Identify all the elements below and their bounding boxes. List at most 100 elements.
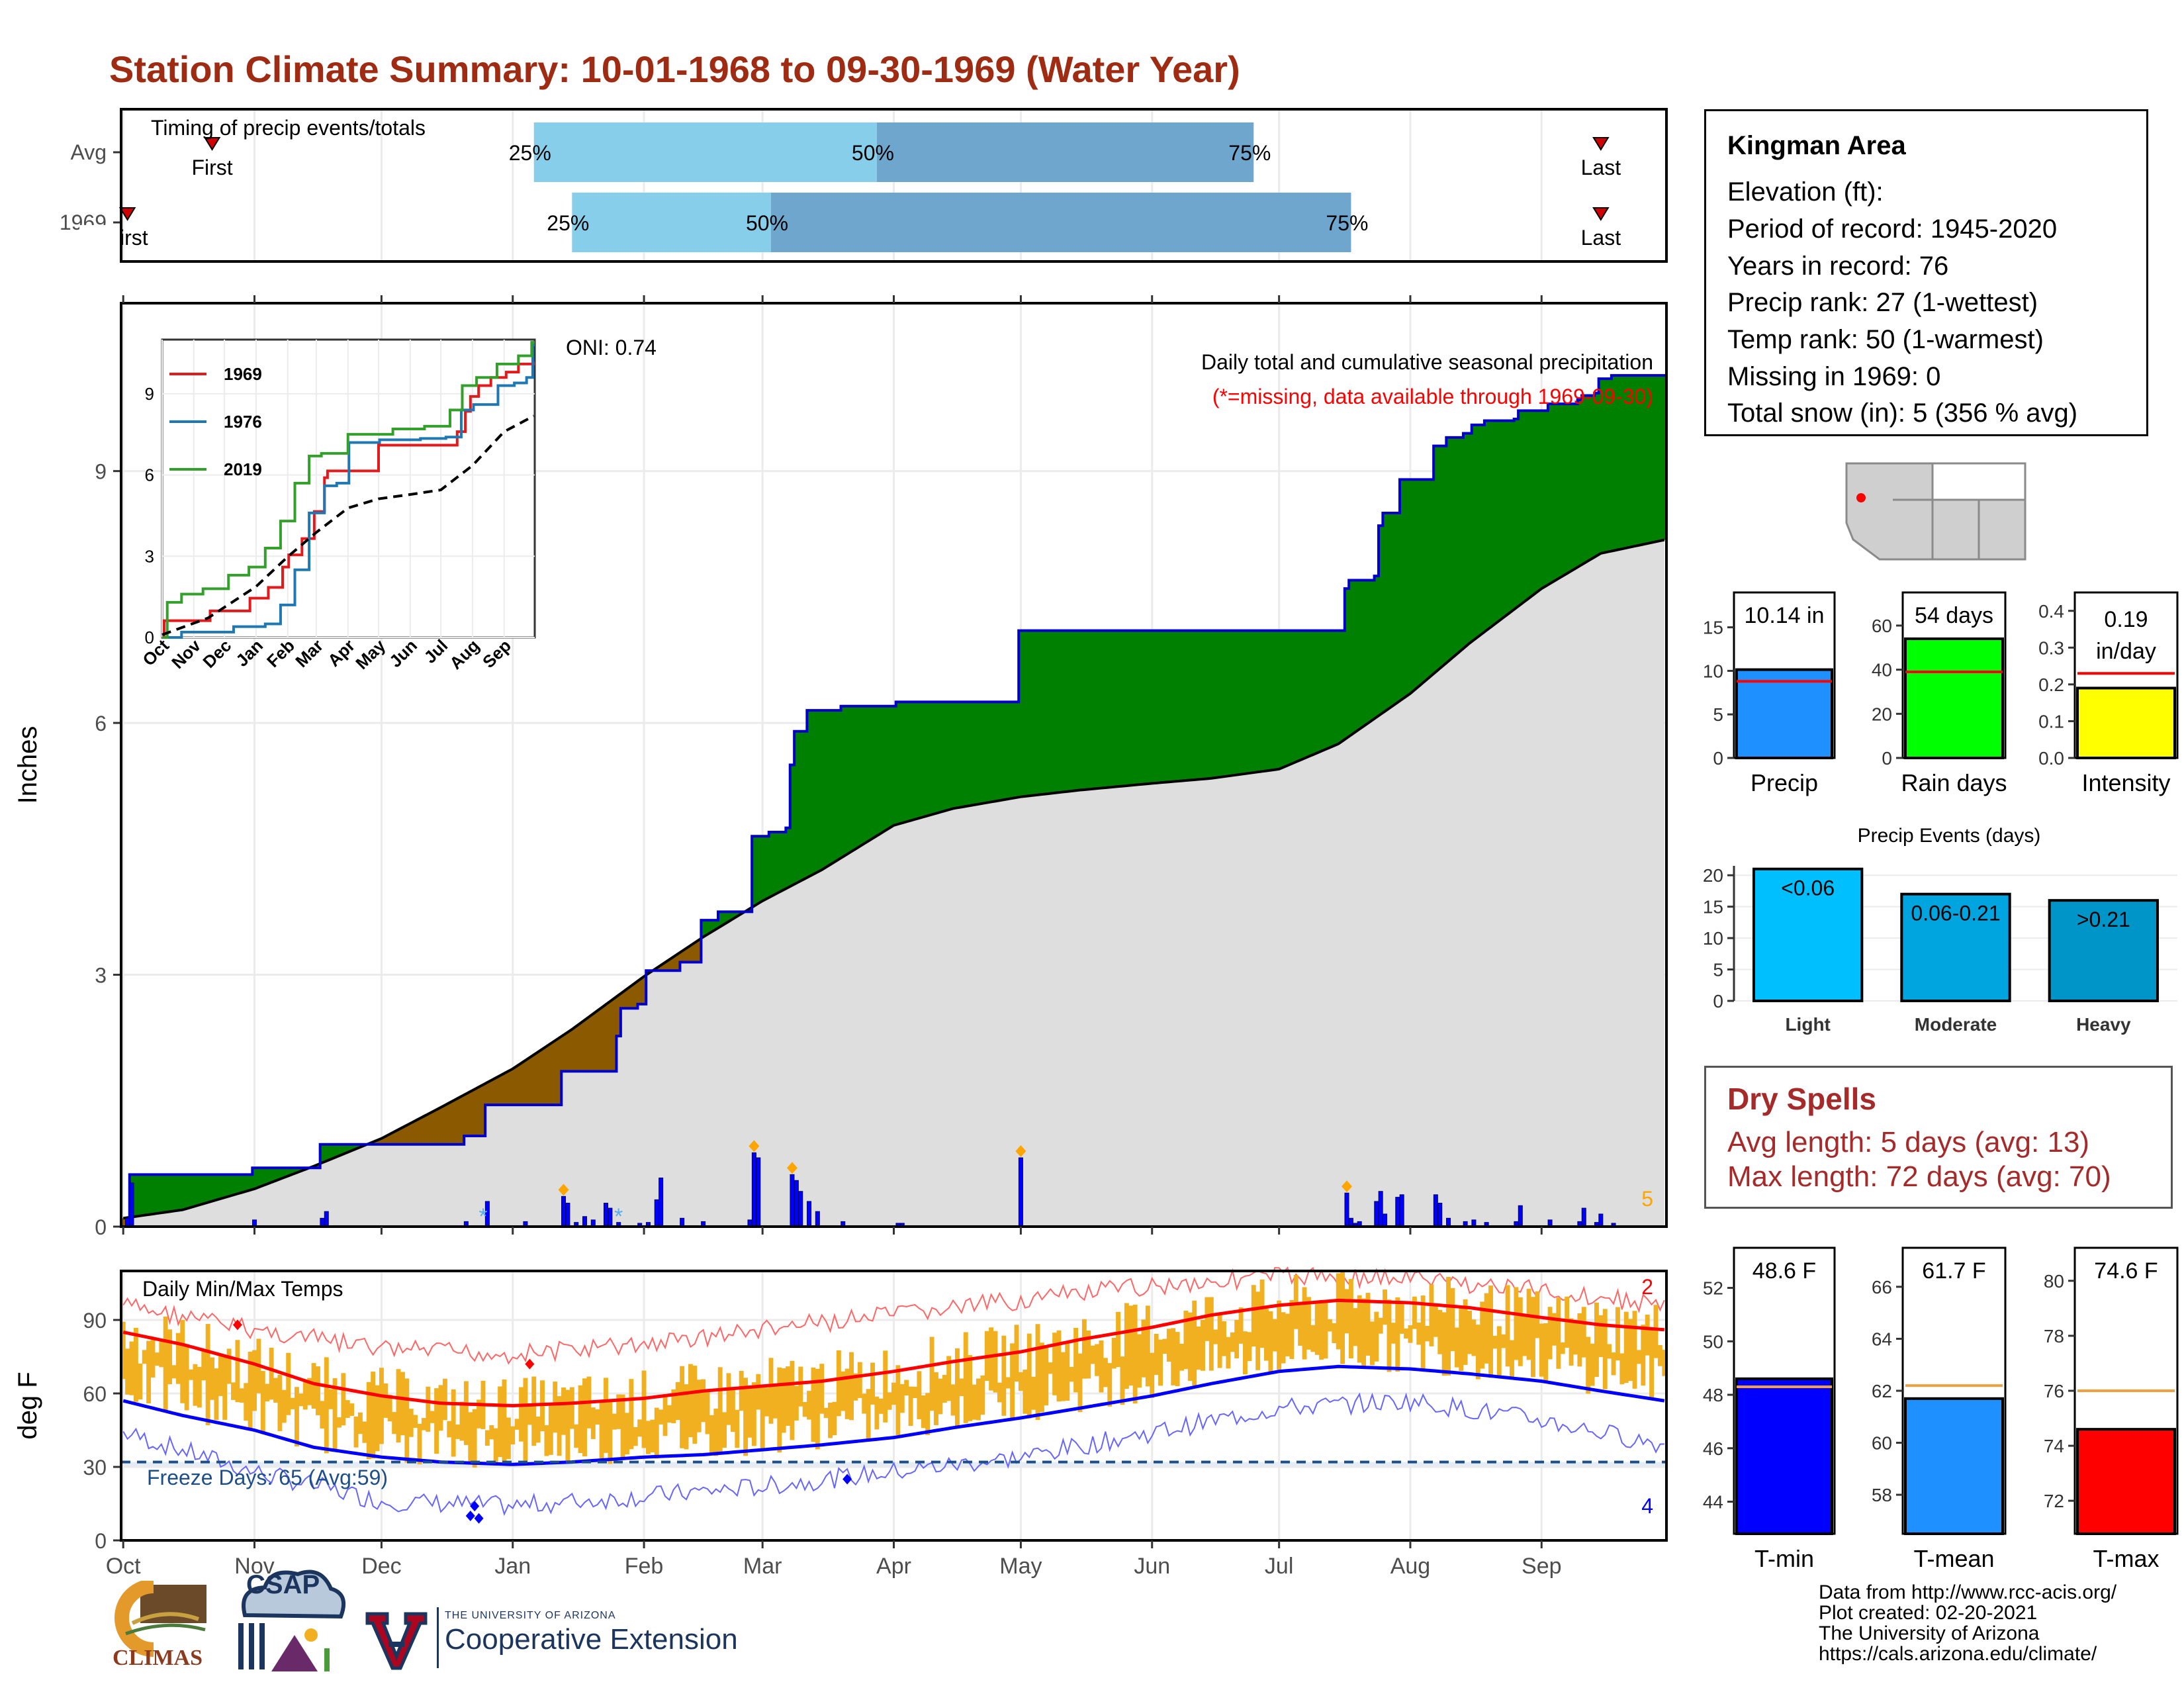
above-average-fill xyxy=(815,710,820,872)
daily-temp-bar xyxy=(1433,1305,1438,1337)
above-average-fill xyxy=(222,1174,228,1197)
daily-temp-bar xyxy=(1120,1356,1125,1405)
daily-temp-bar xyxy=(1552,1313,1557,1346)
above-average-fill xyxy=(1213,630,1218,778)
above-average-fill xyxy=(908,702,913,821)
daily-temp-bar xyxy=(1496,1326,1502,1378)
x-tick-label: Jul xyxy=(1265,1554,1293,1579)
below-average-fill xyxy=(675,954,680,971)
daily-temp-bar xyxy=(629,1379,634,1450)
timing-panel-frame xyxy=(120,108,1668,263)
above-average-fill xyxy=(938,702,943,812)
above-average-fill xyxy=(713,920,719,929)
below-average-fill xyxy=(629,986,634,1009)
daily-temp-bar xyxy=(908,1386,913,1427)
below-average-fill xyxy=(506,1071,511,1105)
above-average-fill xyxy=(265,1168,270,1184)
dry-spells-title: Dry Spells xyxy=(1727,1082,1876,1116)
daily-temp-bar xyxy=(692,1366,698,1444)
daily-temp-bar xyxy=(1217,1314,1222,1368)
daily-temp-bar xyxy=(205,1324,210,1425)
y-tick-label: 10 xyxy=(1703,928,1723,949)
daily-temp-bar xyxy=(895,1365,901,1435)
first-event-marker xyxy=(118,207,136,221)
above-average-fill xyxy=(1039,630,1044,795)
dry-spells-max: Max length: 72 days (avg: 70) xyxy=(1727,1160,2111,1193)
above-average-fill xyxy=(1560,404,1565,577)
above-average-fill xyxy=(1154,630,1159,783)
record-day-marker xyxy=(1015,1145,1026,1158)
below-average-fill xyxy=(510,1068,516,1105)
inset-y-tick-label: 0 xyxy=(145,628,154,647)
below-average-fill xyxy=(477,1087,482,1137)
above-average-fill xyxy=(235,1174,240,1194)
credit-line: Plot created: 02-20-2021 xyxy=(1819,1602,2038,1624)
below-average-fill xyxy=(413,1121,418,1145)
daily-temp-bar xyxy=(662,1393,668,1436)
above-average-fill xyxy=(1395,513,1400,703)
daily-temp-bar xyxy=(1306,1297,1311,1350)
daily-temp-bar xyxy=(1459,1307,1464,1372)
below-average-fill xyxy=(671,957,676,971)
daily-temp-bar xyxy=(1090,1345,1095,1364)
below-average-fill xyxy=(498,1075,503,1105)
above-average-fill xyxy=(1103,630,1108,788)
station-precip-rank: Precip rank: 27 (1-wettest) xyxy=(1727,288,2038,317)
daily-temp-bar xyxy=(959,1378,964,1397)
daily-temp-bar xyxy=(1615,1307,1620,1361)
daily-temp-bar xyxy=(341,1373,346,1426)
above-average-fill xyxy=(290,1168,295,1174)
above-average-fill xyxy=(1412,479,1417,690)
daily-temp-bar xyxy=(878,1398,884,1414)
above-average-fill xyxy=(1120,630,1125,786)
daily-temp-bar xyxy=(1310,1325,1316,1352)
daily-temp-bar xyxy=(1205,1297,1210,1341)
above-average-fill xyxy=(1171,630,1176,782)
daily-temp-bar xyxy=(764,1387,770,1417)
above-average-fill xyxy=(1378,526,1383,715)
daily-temp-bar xyxy=(781,1368,786,1433)
daily-temp-bar xyxy=(1662,1350,1667,1376)
daily-temp-bar xyxy=(133,1327,138,1402)
daily-temp-bar xyxy=(1437,1309,1443,1354)
below-average-fill xyxy=(565,1032,570,1072)
daily-temp-bar xyxy=(1137,1334,1142,1388)
daily-temp-bar xyxy=(726,1373,731,1425)
daily-temp-bar xyxy=(1023,1370,1028,1414)
daily-temp-bar xyxy=(273,1378,278,1403)
daily-temp-bar xyxy=(1001,1335,1007,1416)
daily-temp-bar xyxy=(747,1388,752,1438)
quartile-label: 75% xyxy=(1228,141,1271,165)
daily-temp-bar xyxy=(955,1348,960,1429)
inset-series-avg xyxy=(161,414,535,636)
above-average-fill xyxy=(1522,410,1527,602)
above-average-fill xyxy=(1475,424,1480,637)
below-average-fill xyxy=(468,1091,473,1137)
daily-temp-bar xyxy=(1501,1334,1506,1348)
daily-temp-bar xyxy=(768,1358,774,1424)
record-low-marker xyxy=(465,1511,475,1521)
daily-temp-bar xyxy=(993,1331,998,1393)
daily-temp-bar xyxy=(637,1419,643,1437)
above-average-fill xyxy=(1636,375,1641,545)
daily-temp-bar xyxy=(968,1355,973,1421)
below-average-fill xyxy=(696,939,702,962)
above-average-fill xyxy=(1289,630,1295,764)
y-tick-label: 6 xyxy=(95,712,107,735)
daily-temp-bar xyxy=(582,1378,587,1457)
daily-temp-bar xyxy=(307,1378,312,1405)
precip-y-axis-label: Inches xyxy=(13,726,42,804)
below-average-fill xyxy=(383,1136,388,1145)
daily-temp-bar xyxy=(976,1378,981,1421)
daily-temp-bar xyxy=(1645,1314,1650,1356)
below-average-fill xyxy=(375,1140,380,1145)
daily-precip-bar xyxy=(1374,1201,1379,1227)
daily-temp-bar xyxy=(1510,1340,1514,1380)
daily-temp-bar xyxy=(489,1425,494,1440)
y-tick-label: 60 xyxy=(83,1382,107,1406)
daily-temp-bar xyxy=(1446,1276,1451,1376)
daily-temp-bar xyxy=(802,1401,807,1417)
daily-precip-bar xyxy=(1598,1213,1604,1227)
